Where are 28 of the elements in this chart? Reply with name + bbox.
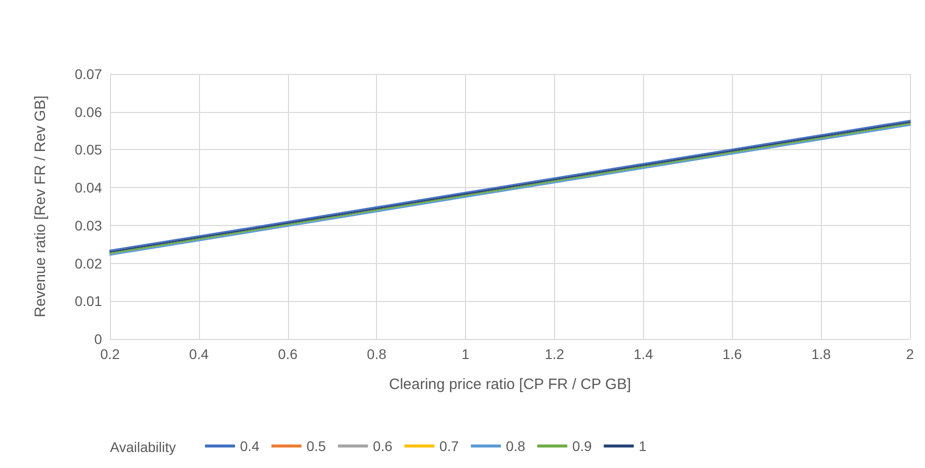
y-tick-label: 0 bbox=[94, 331, 102, 347]
y-axis-title: Revenue ratio [Rev FR / Rev GB] bbox=[32, 96, 49, 318]
y-tick-label: 0.06 bbox=[74, 104, 102, 120]
x-tick-label: 1.2 bbox=[544, 346, 564, 362]
x-tick-label: 2 bbox=[906, 346, 914, 362]
y-tick-label: 0.02 bbox=[74, 255, 102, 272]
x-tick-label: 0.2 bbox=[100, 346, 120, 362]
x-tick-label: 0.4 bbox=[189, 346, 209, 362]
legend-label: 0.8 bbox=[506, 438, 526, 454]
x-tick-label: 1.4 bbox=[634, 346, 654, 362]
legend-label: 0.9 bbox=[572, 438, 592, 454]
legend-label: 0.7 bbox=[439, 438, 460, 454]
x-tick-label: 1.6 bbox=[722, 346, 742, 362]
y-tick-label: 0.04 bbox=[74, 180, 102, 196]
y-tick-label: 0.03 bbox=[74, 217, 102, 234]
x-tick-label: 0.6 bbox=[278, 346, 298, 362]
x-axis-title: Clearing price ratio [CP FR / CP GB] bbox=[388, 376, 632, 393]
x-tick-label: 1 bbox=[462, 346, 470, 362]
legend-label: 0.4 bbox=[240, 438, 260, 454]
legend-title: Availability bbox=[110, 439, 176, 455]
x-tick-label: 1.8 bbox=[811, 346, 832, 362]
y-tick-label: 0.07 bbox=[74, 66, 102, 82]
legend-label: 1 bbox=[638, 438, 647, 454]
y-tick-label: 0.05 bbox=[74, 142, 102, 158]
legend-label: 0.6 bbox=[372, 438, 393, 454]
x-tick-label: 0.8 bbox=[366, 346, 387, 362]
legend-label: 0.5 bbox=[306, 438, 326, 454]
y-tick-label: 0.01 bbox=[74, 293, 102, 310]
